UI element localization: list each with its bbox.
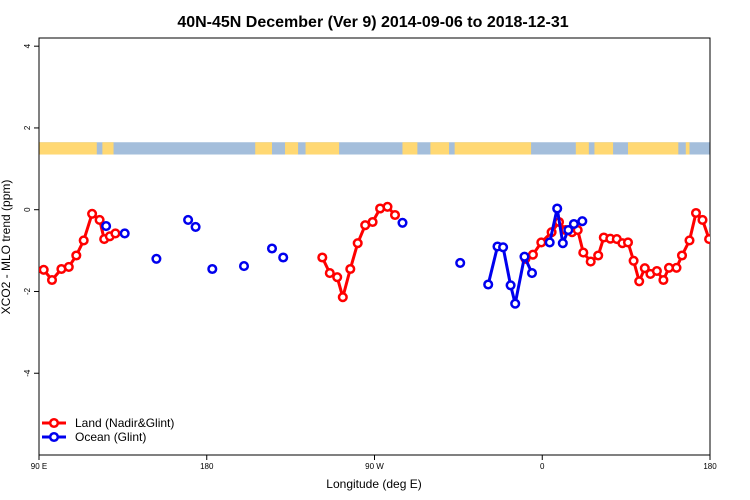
land-band-segment bbox=[594, 142, 614, 155]
data-point bbox=[651, 265, 662, 277]
data-point bbox=[324, 268, 335, 279]
data-point bbox=[697, 214, 708, 225]
data-point bbox=[577, 216, 588, 227]
series-line bbox=[320, 205, 397, 299]
land-band-segment bbox=[454, 142, 532, 155]
plot-frame bbox=[38, 37, 711, 456]
data-point bbox=[317, 252, 328, 263]
land-band-segment bbox=[402, 142, 418, 155]
y-axis-label: XCO2 - MLO trend (ppm) bbox=[0, 180, 13, 315]
data-point bbox=[704, 234, 710, 245]
x-tick-label: 180 bbox=[703, 462, 717, 471]
chart-title: 40N-45N December (Ver 9) 2014-09-06 to 2… bbox=[177, 14, 568, 31]
data-point bbox=[593, 250, 604, 261]
data-point bbox=[382, 201, 393, 212]
data-point bbox=[498, 242, 509, 253]
data-point bbox=[724, 230, 732, 238]
land-band-segment bbox=[39, 142, 97, 155]
data-point bbox=[63, 261, 74, 272]
x-tick-label: 90 E bbox=[31, 462, 47, 471]
legend-ocean-label: Ocean (Glint) bbox=[75, 430, 146, 444]
land-band-segment bbox=[685, 142, 690, 155]
data-point bbox=[151, 253, 162, 264]
data-point bbox=[278, 252, 289, 263]
ocean-band bbox=[39, 142, 710, 155]
data-point bbox=[505, 280, 516, 291]
data-point bbox=[557, 238, 568, 249]
data-point bbox=[183, 214, 194, 225]
data-point bbox=[101, 221, 112, 232]
data-point bbox=[634, 276, 645, 287]
data-point bbox=[544, 237, 555, 248]
series-ocean bbox=[101, 203, 732, 309]
legend-land-marker bbox=[48, 417, 60, 429]
data-point bbox=[87, 208, 98, 219]
data-point bbox=[671, 262, 682, 273]
surface-type-band bbox=[39, 142, 710, 155]
data-point bbox=[709, 224, 710, 228]
data-point bbox=[684, 235, 695, 246]
land-band-segment bbox=[575, 142, 589, 155]
data-point bbox=[568, 218, 579, 230]
data-point bbox=[510, 298, 521, 309]
data-point bbox=[527, 249, 538, 260]
data-point bbox=[658, 274, 669, 286]
legend-land-label: Land (Nadir&Glint) bbox=[75, 416, 174, 430]
data-point bbox=[352, 238, 363, 249]
x-tick-label: 180 bbox=[200, 462, 214, 471]
data-point bbox=[628, 255, 639, 266]
data-point bbox=[622, 237, 634, 248]
data-point bbox=[536, 237, 547, 248]
data-point bbox=[455, 257, 466, 268]
data-point bbox=[207, 263, 218, 275]
data-point bbox=[110, 228, 121, 239]
data-point bbox=[71, 250, 82, 261]
data-point bbox=[639, 263, 650, 274]
y-tick-label: 0 bbox=[23, 207, 32, 212]
data-point bbox=[190, 221, 201, 232]
land-band-segment bbox=[285, 142, 299, 155]
data-point bbox=[367, 216, 378, 228]
data-point bbox=[119, 228, 130, 239]
data-point bbox=[337, 292, 348, 303]
data-point bbox=[46, 274, 58, 286]
data-point bbox=[389, 209, 401, 221]
data-point bbox=[552, 203, 563, 214]
x-axis-label: Longitude (deg E) bbox=[326, 477, 421, 491]
land-band-segment bbox=[627, 142, 679, 155]
data-point bbox=[690, 207, 702, 219]
data-point bbox=[676, 250, 688, 261]
data-point bbox=[578, 247, 589, 258]
land-band-segment bbox=[430, 142, 450, 155]
data-point bbox=[709, 231, 710, 236]
land-band-segment bbox=[255, 142, 272, 155]
axis-ticks: 90 E 180 90 W 0 180 4 2 0 -2 -4 bbox=[23, 43, 717, 471]
x-tick-label: 0 bbox=[540, 462, 545, 471]
data-point bbox=[78, 235, 89, 246]
y-tick-label: 2 bbox=[23, 125, 32, 130]
series-layer bbox=[39, 201, 732, 309]
x-tick-label: 90 W bbox=[365, 462, 384, 471]
data-point bbox=[483, 279, 494, 290]
data-point bbox=[585, 256, 596, 267]
data-point bbox=[397, 217, 408, 228]
y-tick-label: -2 bbox=[23, 287, 32, 295]
y-tick-label: 4 bbox=[23, 43, 32, 48]
data-point bbox=[345, 263, 356, 275]
data-point bbox=[519, 251, 530, 262]
legend: Land (Nadir&Glint) Ocean (Glint) bbox=[42, 416, 174, 444]
land-band-segment bbox=[102, 142, 114, 155]
data-point bbox=[332, 272, 343, 283]
data-point bbox=[238, 261, 250, 272]
series-land bbox=[39, 201, 710, 303]
data-point bbox=[94, 214, 105, 225]
data-point bbox=[266, 243, 278, 254]
data-point bbox=[39, 264, 49, 275]
y-tick-label: -4 bbox=[23, 369, 32, 377]
data-point bbox=[526, 268, 538, 279]
data-point bbox=[563, 225, 574, 236]
land-band-segment bbox=[305, 142, 340, 155]
legend-ocean-marker bbox=[48, 431, 60, 443]
